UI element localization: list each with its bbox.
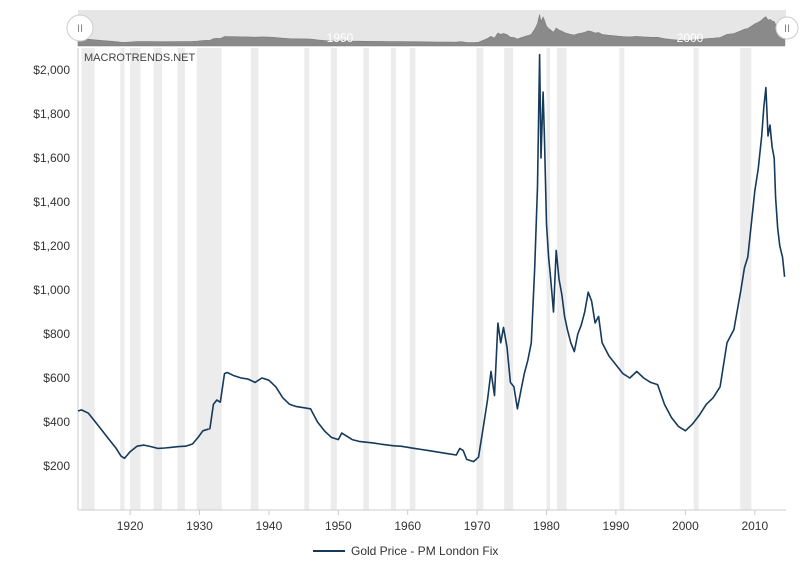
x-tick-label: 2010 — [741, 519, 768, 533]
recession-band — [409, 48, 416, 510]
y-tick-label: $1,600 — [33, 151, 70, 165]
y-axis-ticks: $200 $400 $600 $800 $1,000 $1,200 $1,400 $1,600… — [33, 63, 70, 473]
x-axis-ticks: 1920 1930 1940 1950 1960 1970 1980 1990 2000 2010 — [117, 510, 768, 533]
navigator-right-handle[interactable]: II — [775, 16, 799, 40]
y-tick-label: $1,400 — [33, 195, 70, 209]
navigator-left-handle-grip-icon: II — [77, 23, 83, 35]
y-tick-label: $1,000 — [33, 283, 70, 297]
recession-band — [693, 48, 699, 510]
recession-band — [504, 48, 514, 510]
x-tick-label: 1990 — [603, 519, 630, 533]
recession-band — [177, 48, 185, 510]
y-tick-label: $800 — [43, 327, 70, 341]
recession-band — [153, 48, 162, 510]
x-tick-label: 1950 — [325, 519, 352, 533]
recession-band — [130, 48, 141, 510]
recession-band — [476, 48, 484, 510]
legend-label: Gold Price - PM London Fix — [351, 544, 498, 558]
recession-band — [196, 48, 222, 510]
recession-band — [81, 48, 95, 510]
y-tick-label: $1,800 — [33, 107, 70, 121]
x-tick-label: 1940 — [256, 519, 283, 533]
navigator-right-handle-grip-icon: II — [784, 23, 790, 35]
navigator-label-1950: 1950 — [327, 31, 354, 45]
recession-band — [391, 48, 396, 510]
x-tick-label: 1920 — [117, 519, 144, 533]
series-line-gold-price[interactable] — [77, 53, 786, 463]
legend[interactable]: Gold Price - PM London Fix — [313, 544, 498, 558]
x-tick-label: 1980 — [533, 519, 560, 533]
recession-band — [556, 48, 567, 510]
y-tick-label: $2,000 — [33, 63, 70, 77]
recession-band — [546, 48, 550, 510]
credit-label: MACROTRENDS.NET — [84, 52, 196, 64]
recession-band — [363, 48, 369, 510]
y-tick-label: $400 — [43, 415, 70, 429]
recession-band — [304, 48, 310, 510]
recession-band — [120, 48, 125, 510]
x-tick-label: 2000 — [672, 519, 699, 533]
x-tick-label: 1970 — [464, 519, 491, 533]
x-tick-label: 1960 — [394, 519, 421, 533]
recession-band — [619, 48, 625, 510]
y-tick-label: $600 — [43, 371, 70, 385]
navigator-left-handle[interactable]: II — [66, 14, 94, 42]
navigator[interactable]: 1950 2000 II II — [66, 10, 799, 47]
recession-bands — [81, 48, 752, 510]
y-tick-label: $200 — [43, 459, 70, 473]
recession-band — [250, 48, 259, 510]
y-tick-label: $1,200 — [33, 239, 70, 253]
navigator-label-2000: 2000 — [677, 31, 704, 45]
x-tick-label: 1930 — [186, 519, 213, 533]
recession-band — [330, 48, 337, 510]
navigator-area — [77, 14, 785, 47]
recession-band — [740, 48, 752, 510]
